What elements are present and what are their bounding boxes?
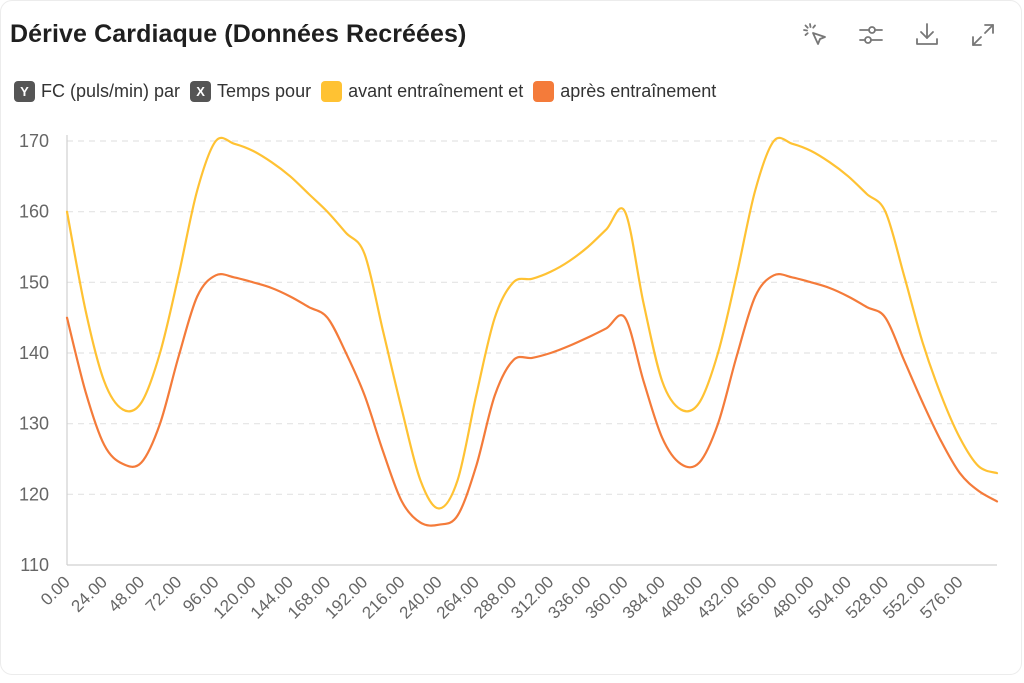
y-tick-label: 130 (19, 414, 49, 434)
x-axis-key-badge: X (190, 80, 212, 102)
chart-legend: Y FC (puls/min) par X Temps pour avant e… (14, 79, 726, 103)
y-axis-legend-text: FC (puls/min) par (41, 80, 181, 101)
x-tick-label: 48.00 (105, 572, 149, 616)
y-axis-key-badge: Y (14, 80, 35, 102)
series2-swatch[interactable] (533, 80, 555, 102)
y-tick-label: 160 (19, 202, 49, 222)
series1-swatch[interactable] (321, 80, 343, 102)
x-tick-label: 24.00 (68, 572, 112, 616)
series-line-avant-entrainement (65, 136, 999, 510)
select-pointer-icon (803, 23, 826, 45)
series2-legend-label[interactable]: après entraînement (560, 80, 717, 101)
y-tick-label: 140 (19, 343, 49, 363)
x-tick-label: 576.00 (916, 572, 966, 622)
expand-icon (972, 24, 994, 46)
download-icon (916, 23, 938, 45)
select-pointer-button[interactable] (798, 18, 832, 52)
expand-button[interactable] (966, 18, 1000, 52)
filter-settings-button[interactable] (854, 18, 888, 52)
sliders-icon (859, 26, 883, 44)
y-tick-label: 120 (19, 484, 49, 504)
x-axis-legend-text: Temps pour (217, 80, 312, 101)
chart-title: Dérive Cardiaque (Données Recréées) (10, 20, 467, 48)
y-tick-label: 170 (19, 131, 49, 151)
x-tick-label: 72.00 (142, 572, 186, 616)
download-button[interactable] (910, 18, 944, 52)
y-tick-label: 110 (20, 555, 49, 575)
chart-toolbar (798, 18, 1000, 52)
series1-legend-label[interactable]: avant entraînement et (348, 80, 524, 101)
series-line-apres-entrainement (65, 273, 999, 527)
y-tick-label: 150 (19, 272, 49, 292)
